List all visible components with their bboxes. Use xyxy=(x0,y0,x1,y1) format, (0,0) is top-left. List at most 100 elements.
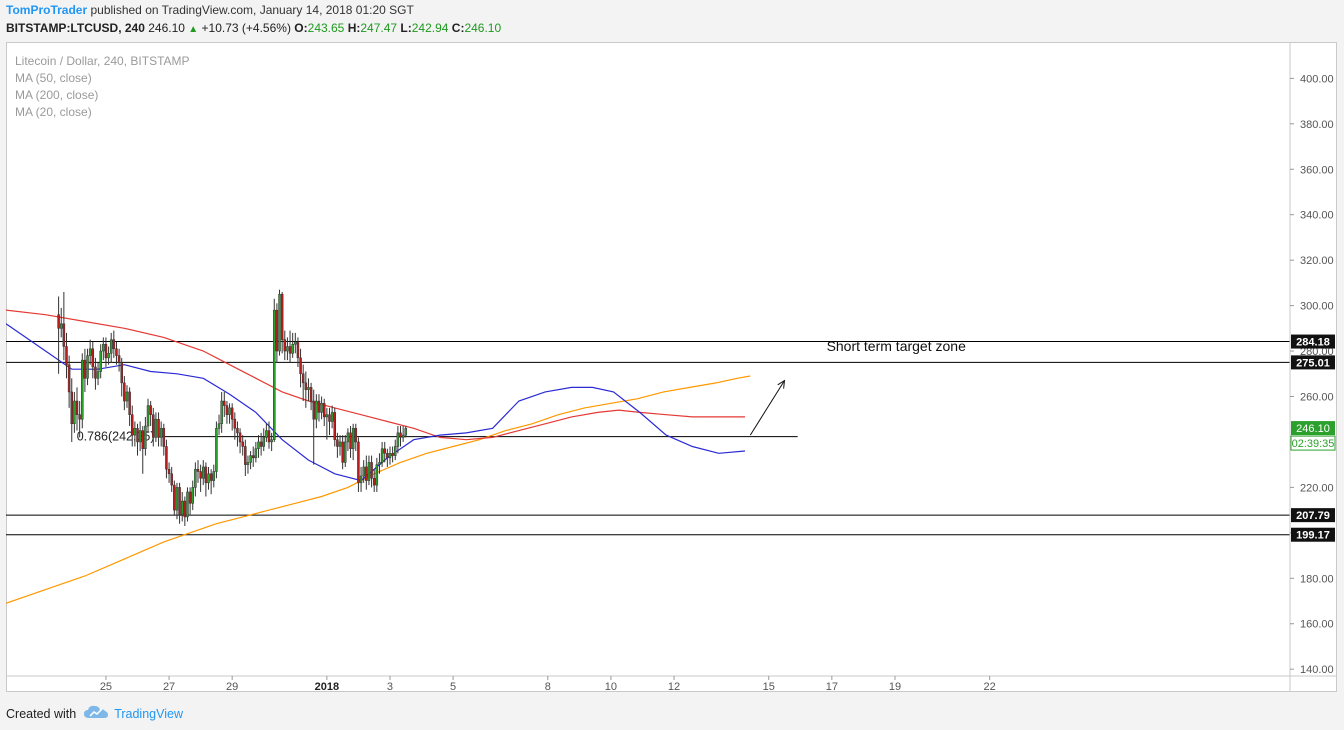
candle-up xyxy=(96,371,100,379)
candle-down xyxy=(62,323,66,347)
candle-down xyxy=(386,453,389,459)
candle-down xyxy=(391,453,394,456)
candle-down xyxy=(57,314,60,329)
candle-up xyxy=(265,430,268,438)
date-tick-label: 27 xyxy=(163,681,175,692)
date-tick-label: 3 xyxy=(387,681,393,692)
candle-up xyxy=(88,348,92,356)
candle-down xyxy=(309,387,313,402)
candle-down xyxy=(322,403,326,418)
candle-up xyxy=(338,441,342,447)
candle-down xyxy=(104,343,108,359)
legend-ma200[interactable]: MA (200, close) xyxy=(15,88,99,102)
candle-down xyxy=(123,382,126,402)
price-tick-label: 360.00 xyxy=(1300,164,1334,176)
candle-down xyxy=(78,414,81,420)
candle-down xyxy=(370,462,373,479)
candle-up xyxy=(273,309,276,440)
horizontal-levels: 0.786(242.35) xyxy=(6,341,1290,536)
candle-down xyxy=(170,473,173,486)
candle-up xyxy=(191,487,194,504)
level-price-label: 275.01 xyxy=(1296,357,1330,369)
candle-down xyxy=(383,448,386,454)
candle-down xyxy=(299,357,302,375)
candle-up xyxy=(367,462,371,481)
candle-up xyxy=(270,439,273,443)
candle-up xyxy=(249,455,252,463)
candle-up xyxy=(81,359,84,420)
candle-down xyxy=(165,446,168,470)
candle-up xyxy=(207,473,210,484)
candle-up xyxy=(146,405,150,427)
candle-up xyxy=(344,441,347,463)
candle-up xyxy=(396,432,400,447)
close-label: C: xyxy=(451,21,465,35)
price-tick-label: 380.00 xyxy=(1300,119,1334,131)
candle-down xyxy=(70,391,74,425)
candle-up xyxy=(315,400,318,420)
candle-up xyxy=(107,353,110,359)
candle-up xyxy=(307,387,310,390)
target-zone-label: Short term target zone xyxy=(827,338,967,354)
candle-down xyxy=(341,441,344,463)
price-tick-label: 260.00 xyxy=(1300,391,1334,403)
created-with-text: Created with xyxy=(6,706,77,721)
annotations: Short term target zone xyxy=(749,338,967,436)
candle-down xyxy=(136,428,139,443)
candle-up xyxy=(346,432,350,443)
footer-credit: Created with TradingView xyxy=(6,705,183,722)
last-price: 246.10 xyxy=(148,21,185,35)
close-value: 246.10 xyxy=(464,21,502,35)
candle-down xyxy=(112,339,116,350)
candle-down xyxy=(317,400,321,413)
open-value: 243.65 xyxy=(307,21,345,35)
legend-ma50[interactable]: MA (50, close) xyxy=(15,71,92,85)
date-tick-label: 29 xyxy=(226,681,238,692)
candle-up xyxy=(320,403,323,413)
last-price-badge xyxy=(1291,421,1335,436)
candle-up xyxy=(109,339,113,354)
candle-up xyxy=(404,428,408,436)
candle-up xyxy=(202,466,205,479)
level-price-label: 207.79 xyxy=(1296,510,1330,522)
price-chart[interactable]: 0.786(242.35) Short term target zone 140… xyxy=(6,42,1337,692)
candle-down xyxy=(120,362,123,384)
candle-up xyxy=(362,466,365,477)
candle-down xyxy=(244,446,247,465)
candle-up xyxy=(393,446,397,456)
candle-up xyxy=(220,400,223,425)
candle-up xyxy=(154,418,158,438)
candle-down xyxy=(259,441,263,447)
candle-down xyxy=(149,405,152,415)
date-tick-label: 5 xyxy=(450,681,456,692)
candle-up xyxy=(294,341,297,345)
candle-up xyxy=(73,400,76,425)
legend-ma20[interactable]: MA (20, close) xyxy=(15,105,92,119)
candle-down xyxy=(115,348,118,356)
level-price-badge xyxy=(1291,355,1335,370)
candle-up xyxy=(125,391,129,402)
candle-down xyxy=(251,455,255,459)
date-tick-label: 22 xyxy=(984,681,996,692)
candle-down xyxy=(372,478,376,486)
author-name[interactable]: TomProTrader xyxy=(6,3,88,17)
candle-down xyxy=(196,468,200,472)
tradingview-link[interactable]: TradingView xyxy=(114,706,183,721)
price-tick-label: 160.00 xyxy=(1300,619,1334,631)
countdown-badge xyxy=(1290,435,1336,451)
candle-down xyxy=(83,359,87,379)
candle-up xyxy=(86,355,89,379)
low-label: L: xyxy=(400,21,412,35)
candle-down xyxy=(283,339,287,352)
candle-up xyxy=(138,430,142,443)
candle-down xyxy=(188,491,192,504)
price-tick-label: 140.00 xyxy=(1300,664,1334,676)
candle-down xyxy=(128,391,131,415)
target-arrow-icon xyxy=(777,379,786,389)
candle-down xyxy=(65,346,68,365)
candle-up xyxy=(217,423,221,429)
legend-title: Litecoin / Dollar, 240, BITSTAMP xyxy=(15,54,190,68)
date-tick-label: 15 xyxy=(763,681,775,692)
candle-down xyxy=(117,355,121,363)
price-tick-label: 320.00 xyxy=(1300,255,1334,267)
